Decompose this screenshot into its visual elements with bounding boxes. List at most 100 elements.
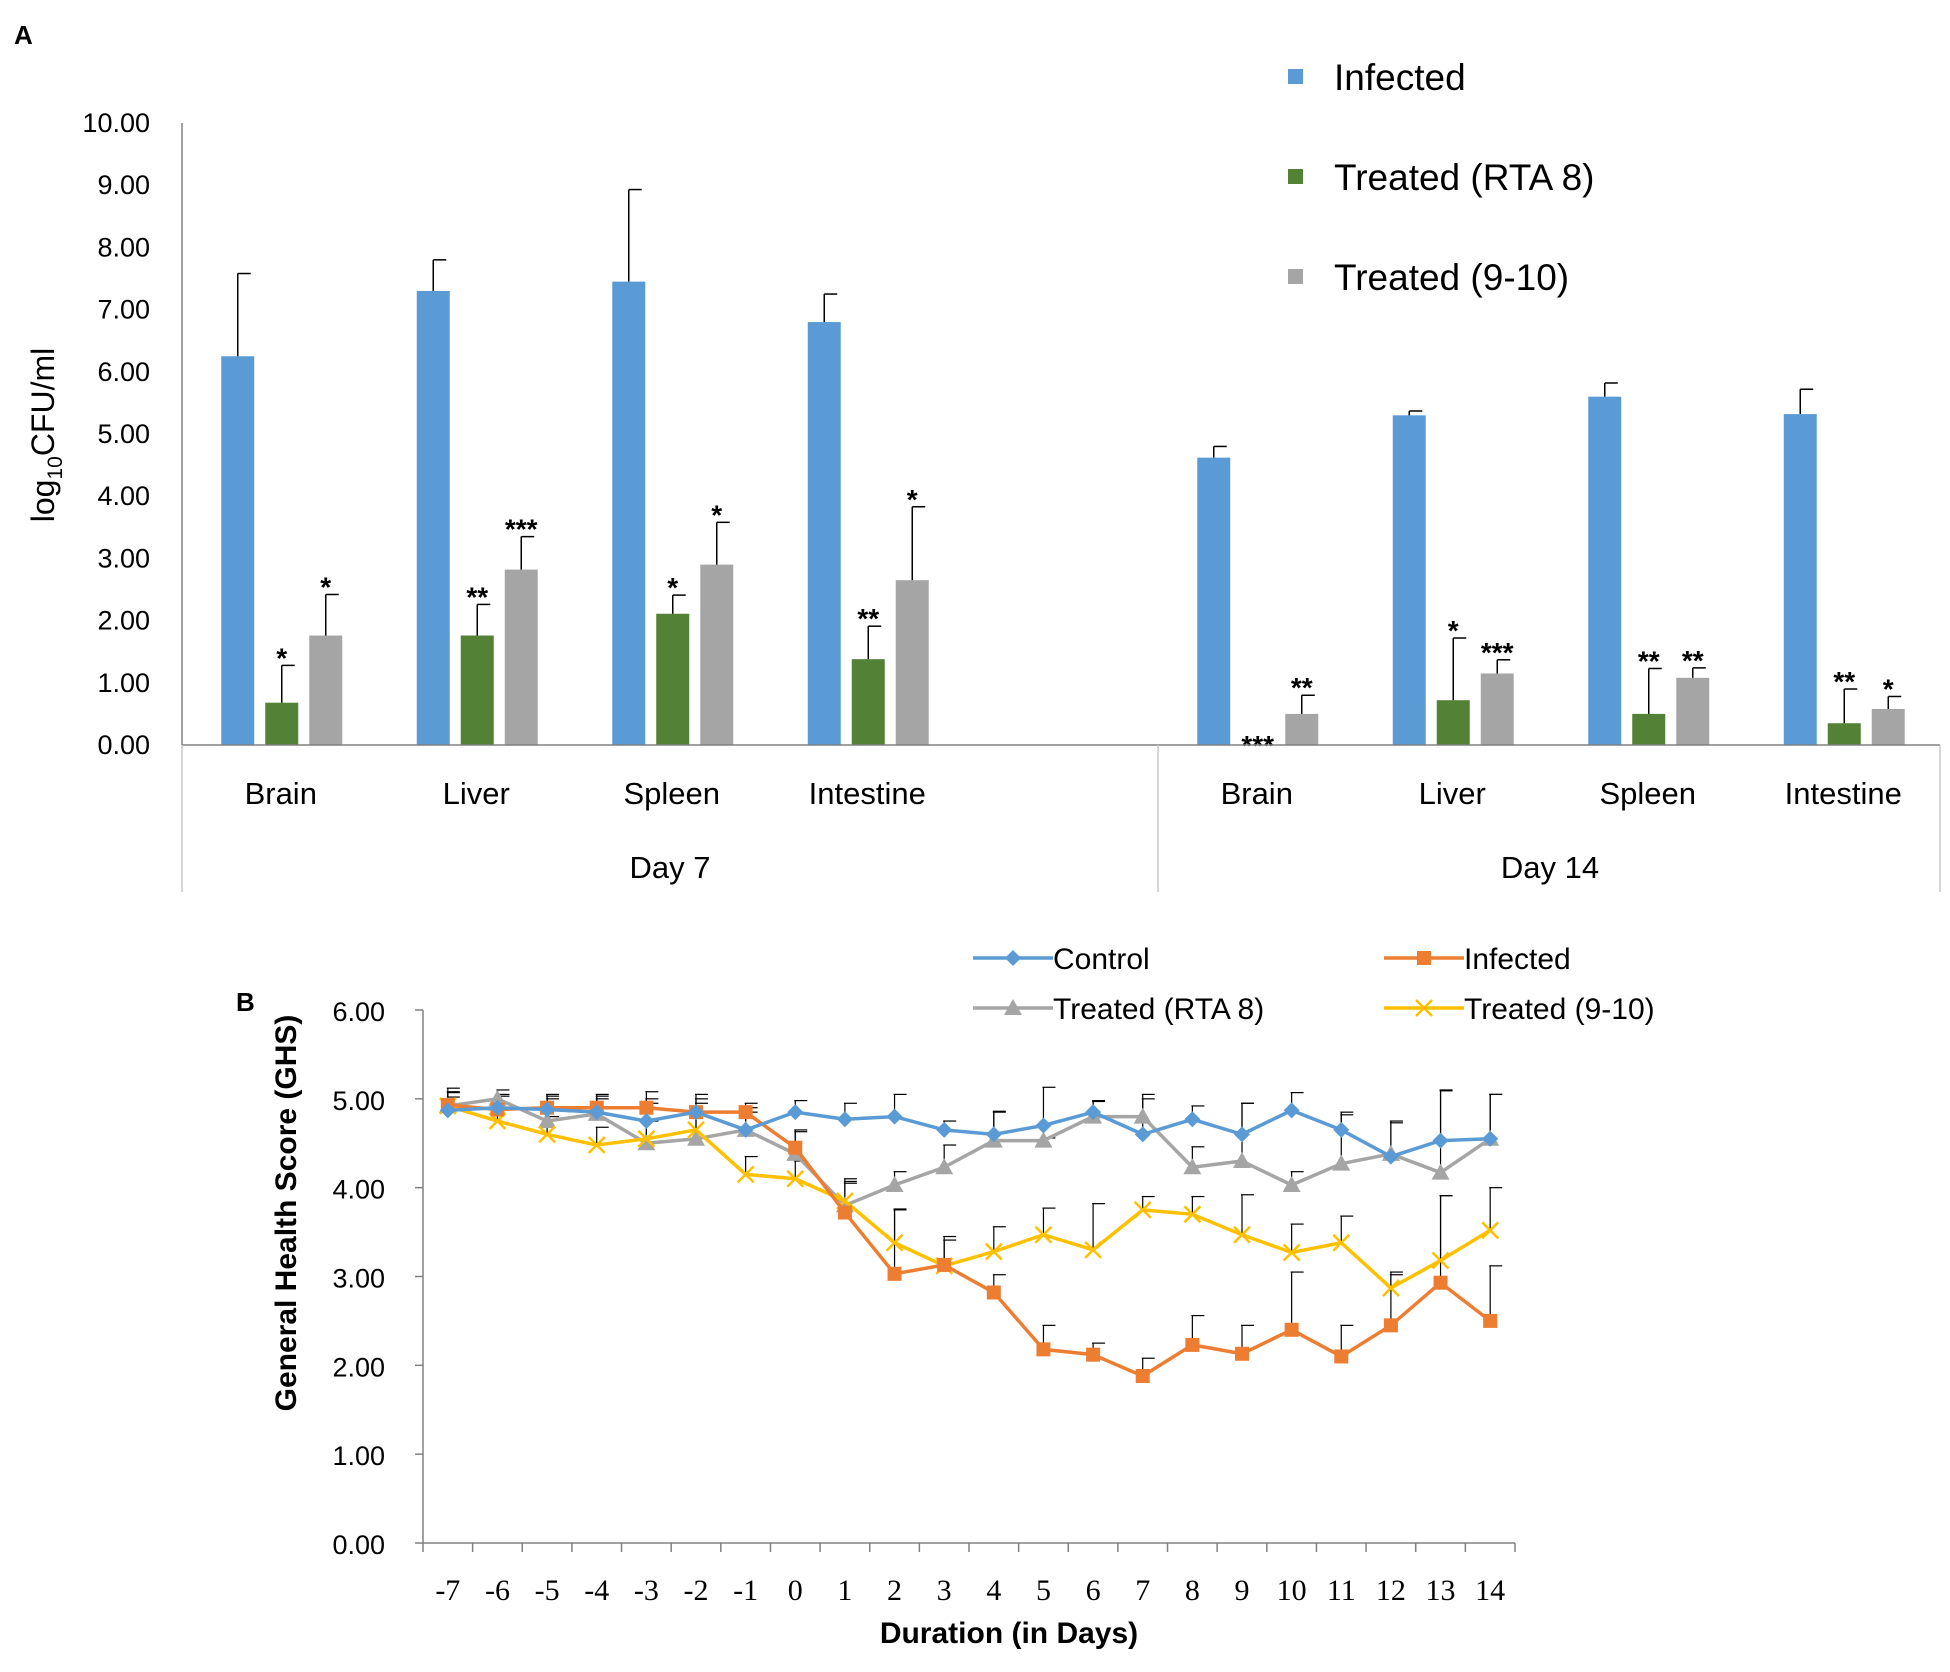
b-point-diamond xyxy=(489,1099,506,1116)
a-significance-label: ** xyxy=(466,581,488,612)
a-bar xyxy=(265,702,299,745)
b-x-tick-label: -6 xyxy=(485,1574,510,1607)
b-x-tick-label: 9 xyxy=(1235,1574,1250,1607)
b-point-square xyxy=(837,1205,852,1220)
b-y-tick-label: 4.00 xyxy=(332,1175,385,1205)
b-x-tick-label: -1 xyxy=(733,1574,758,1607)
b-point-diamond xyxy=(439,1102,456,1119)
b-point-diamond xyxy=(1283,1102,1300,1119)
a-significance-label: * xyxy=(1883,673,1894,704)
a-significance-label: * xyxy=(711,499,722,530)
b-point-square xyxy=(937,1257,952,1272)
panel-b-axes: 0.00 1.00 2.00 3.00 4.00 5.00 6.00 -7 -6 -5 -4 -3 -2… xyxy=(332,997,1516,1607)
a-y-tick-label: 7.00 xyxy=(97,295,150,325)
b-point-diamond xyxy=(1035,1117,1052,1134)
b-point-diamond xyxy=(1184,1111,1201,1128)
b-point-triangle xyxy=(1034,1131,1053,1148)
b-series-line xyxy=(447,1105,1491,1159)
a-bar xyxy=(1871,708,1905,745)
b-x-tick-label: 6 xyxy=(1086,1574,1101,1607)
b-point-square xyxy=(788,1140,803,1155)
a-legend-label: Treated (RTA 8) xyxy=(1334,157,1594,198)
b-point-diamond xyxy=(1482,1130,1499,1147)
a-significance-label: *** xyxy=(505,514,538,545)
a-significance-label: * xyxy=(1448,615,1459,646)
b-point-x xyxy=(1282,1243,1301,1262)
a-category-label: Intestine xyxy=(809,776,926,811)
b-point-square xyxy=(986,1285,1001,1300)
b-x-tick-label: 1 xyxy=(837,1574,852,1607)
b-point-diamond xyxy=(1085,1104,1102,1121)
panel-b-label: B xyxy=(236,987,255,1017)
b-x-tick-label: 10 xyxy=(1277,1574,1307,1607)
b-legend-label: Treated (RTA 8) xyxy=(1053,993,1264,1026)
b-x-tick-label: 8 xyxy=(1185,1574,1200,1607)
a-bar xyxy=(1392,415,1426,745)
a-y-tick-label: 10.00 xyxy=(82,108,150,138)
b-point-diamond xyxy=(836,1111,853,1128)
b-y-tick-label: 5.00 xyxy=(332,1086,385,1116)
b-point-x xyxy=(984,1242,1003,1261)
b-y-tick-label: 3.00 xyxy=(332,1264,385,1294)
b-legend-label: Treated (9-10) xyxy=(1464,993,1655,1026)
b-x-tick-label: 14 xyxy=(1475,1574,1505,1607)
b-point-triangle xyxy=(1282,1176,1301,1193)
b-point-square xyxy=(1433,1275,1448,1290)
b-point-triangle xyxy=(488,1089,507,1106)
b-point-x xyxy=(587,1136,606,1154)
panel-a-label: A xyxy=(14,20,33,50)
b-x-tick-label: 7 xyxy=(1135,1574,1150,1607)
a-bar xyxy=(1588,396,1622,745)
b-point-square xyxy=(1284,1322,1299,1337)
b-x-tick-label: 12 xyxy=(1376,1574,1406,1607)
b-point-triangle xyxy=(1183,1158,1202,1175)
a-y-tick-label: 1.00 xyxy=(97,668,150,698)
a-y-tick-label: 8.00 xyxy=(97,232,150,262)
panel-b-y-axis-label: General Health Score (GHS) xyxy=(270,1015,303,1412)
a-significance-label: * xyxy=(276,642,287,673)
b-x-tick-label: 11 xyxy=(1327,1574,1356,1607)
a-category-label: Intestine xyxy=(1785,776,1902,811)
b-point-x xyxy=(637,1129,656,1148)
panel-a-legend: Infected Treated (RTA 8) Treated (9-10) xyxy=(1288,57,1594,298)
b-series-line xyxy=(447,1097,1492,1208)
a-bar xyxy=(895,580,929,745)
a-category-label: Liver xyxy=(1419,776,1486,811)
a-bar xyxy=(851,659,885,745)
a-bar xyxy=(1436,700,1470,745)
a-significance-label: *** xyxy=(1481,637,1514,668)
b-y-tick-label: 1.00 xyxy=(332,1441,385,1471)
b-point-diamond xyxy=(539,1101,556,1118)
b-point-triangle xyxy=(1332,1154,1351,1171)
a-significance-label: ** xyxy=(1682,645,1704,676)
y-label-subscript: 10 xyxy=(44,456,67,479)
b-point-square xyxy=(887,1266,902,1281)
b-point-x xyxy=(1183,1205,1202,1224)
a-significance-label: * xyxy=(320,571,331,602)
a-category-label: Spleen xyxy=(1599,776,1696,811)
a-category-label: Brain xyxy=(245,776,317,811)
b-point-x xyxy=(1481,1221,1500,1240)
b-y-tick-label: 6.00 xyxy=(332,997,385,1027)
b-point-square xyxy=(1334,1349,1349,1364)
b-point-x xyxy=(1034,1225,1053,1244)
b-point-x xyxy=(1415,999,1433,1017)
a-bar xyxy=(1676,677,1710,745)
b-point-square xyxy=(1135,1368,1150,1383)
b-legend-label: Infected xyxy=(1464,943,1571,976)
b-point-diamond xyxy=(1382,1148,1399,1165)
a-bar xyxy=(309,635,343,745)
a-significance-label: ** xyxy=(1638,645,1660,676)
panel-b-legend: Control Infected Treated (RTA 8) Treated (9… xyxy=(973,943,1655,1026)
b-point-square xyxy=(639,1100,654,1115)
b-point-square xyxy=(1185,1337,1200,1352)
b-point-diamond xyxy=(638,1113,655,1130)
a-category-label: Liver xyxy=(443,776,510,811)
a-bar xyxy=(700,564,734,745)
b-x-tick-label: -7 xyxy=(435,1574,460,1607)
b-point-square xyxy=(1483,1313,1498,1328)
a-y-tick-label: 9.00 xyxy=(97,170,150,200)
a-legend-swatch xyxy=(1288,269,1303,284)
b-point-diamond xyxy=(1234,1126,1250,1143)
b-x-tick-label: -2 xyxy=(684,1574,709,1607)
